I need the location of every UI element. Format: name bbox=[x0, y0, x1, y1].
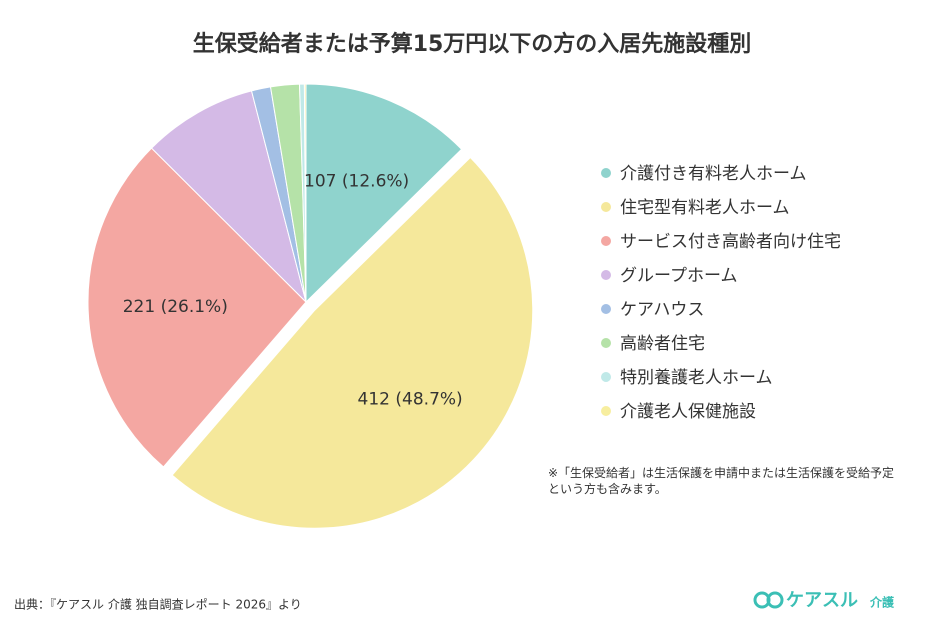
pie-slice bbox=[305, 83, 463, 304]
legend-marker bbox=[601, 338, 611, 348]
legend-label: 介護付き有料老人ホーム bbox=[620, 164, 807, 184]
chart-title: 生保受給者または予算15万円以下の方の入居先施設種別 bbox=[193, 31, 752, 57]
pie-slice bbox=[171, 156, 534, 529]
legend-label: 介護老人保健施設 bbox=[620, 402, 756, 422]
logo-sub: 介護 bbox=[869, 595, 895, 610]
legend-marker bbox=[601, 372, 611, 382]
source: 出典：『ケアスル 介護 独自調査レポート 2026』より bbox=[14, 597, 302, 612]
legend-marker bbox=[601, 202, 611, 212]
legend-marker bbox=[601, 168, 611, 178]
data-label: 107 (12.6%) bbox=[304, 171, 409, 191]
legend-marker bbox=[601, 304, 611, 314]
legend-marker bbox=[601, 236, 611, 246]
pie-slice bbox=[87, 147, 307, 468]
logo: ケアスル 介護 bbox=[753, 590, 895, 611]
data-label: 412 (48.7%) bbox=[358, 390, 463, 410]
logo-icon bbox=[766, 591, 784, 609]
legend-label: グループホーム bbox=[620, 266, 737, 286]
legend-label: 特別養護老人ホーム bbox=[620, 368, 773, 388]
pie-slice bbox=[150, 90, 307, 304]
legend-marker bbox=[601, 406, 611, 416]
pie-slice bbox=[303, 83, 307, 303]
data-label: 221 (26.1%) bbox=[123, 297, 228, 317]
legend-label: サービス付き高齢者向け住宅 bbox=[620, 232, 841, 252]
note-box: ※「生保受給者」は生活保護を申請中または生活保護を受給予定という方も含みます。 bbox=[548, 466, 895, 496]
note: ※「生保受給者」は生活保護を申請中または生活保護を受給予定という方も含みます。 bbox=[548, 466, 895, 496]
legend-label: 住宅型有料老人ホーム bbox=[620, 198, 790, 218]
legend-label: 高齢者住宅 bbox=[620, 334, 705, 354]
logo-text: ケアスル bbox=[786, 590, 858, 611]
legend-label: ケアハウス bbox=[620, 300, 704, 320]
legend-marker bbox=[601, 270, 611, 280]
